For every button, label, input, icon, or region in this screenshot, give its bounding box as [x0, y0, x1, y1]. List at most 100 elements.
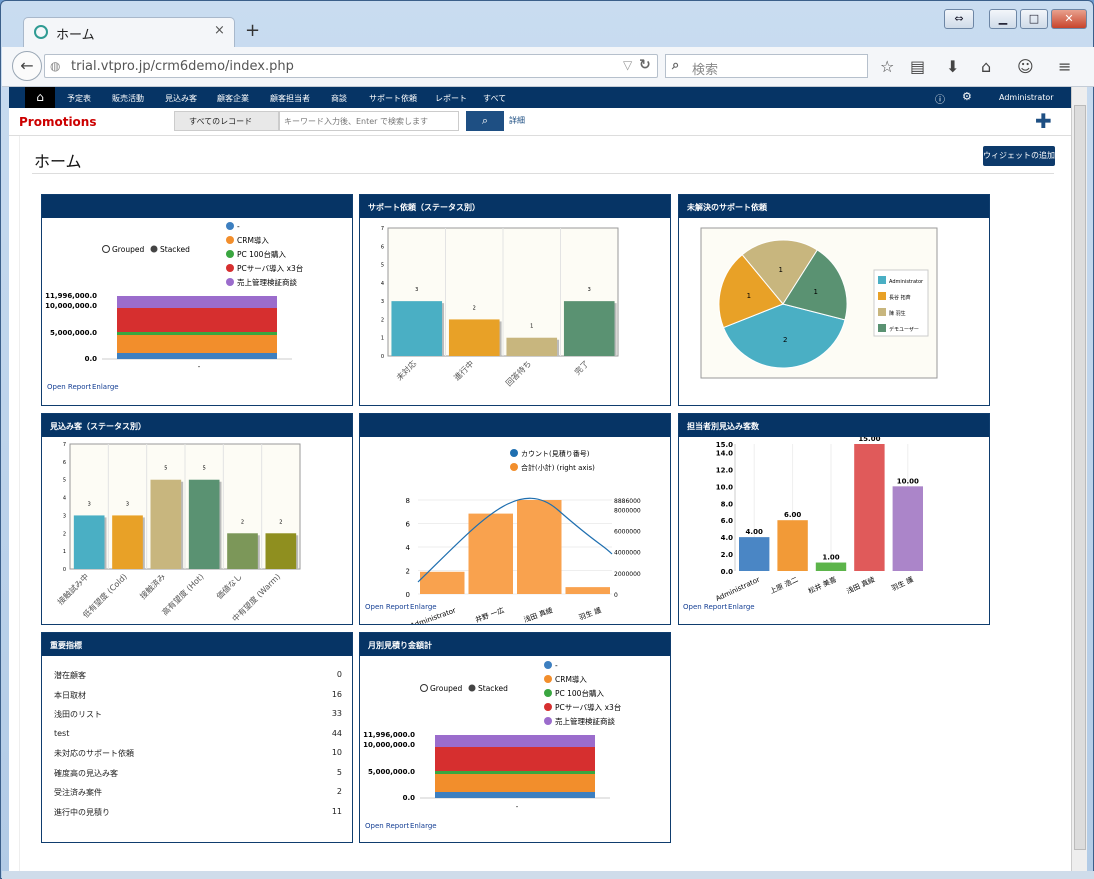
kpi-label[interactable]: 進行中の見積り — [54, 807, 110, 817]
legend-dot — [226, 264, 234, 272]
nav-item[interactable]: 顧客担当者 — [270, 94, 310, 103]
open-report-link[interactable]: Open Report — [365, 603, 410, 611]
open-report-link[interactable]: Open Report — [683, 603, 728, 611]
nav-item[interactable]: 見込み客 — [165, 94, 197, 103]
legend-dot — [226, 236, 234, 244]
legend-dot — [544, 661, 552, 669]
open-report-link[interactable]: Open Report — [47, 383, 92, 391]
info-icon[interactable]: ⓘ — [935, 95, 945, 106]
widget-title[interactable]: 未解決のサポート依頼 — [679, 195, 989, 218]
widget-title[interactable]: 見込み客（ステータス別） — [42, 414, 352, 437]
menu-icon[interactable]: ≡ — [1058, 57, 1072, 76]
y-tick: 1 — [63, 549, 66, 555]
home-icon[interactable]: ⌂ — [25, 87, 55, 108]
widget-title[interactable]: 担当者別見込み客数 — [679, 414, 989, 437]
back-arrow-icon[interactable]: ← — [12, 51, 42, 81]
bar-chart: 15.014.0 12.0 10.0 8.0 6.0 4.0 2.0 0.0 4.00 Admin… — [714, 435, 923, 603]
widget-title[interactable]: 重要指標 — [42, 633, 352, 656]
enlarge-link[interactable]: Enlarge — [410, 603, 437, 611]
kpi-row[interactable]: 潜在顧客 0 — [54, 670, 342, 681]
nav-item[interactable]: 販売活動 — [112, 94, 144, 103]
close-window-icon[interactable]: ✕ — [1051, 9, 1087, 29]
add-widget-button[interactable]: ウィジェットの追加 — [983, 146, 1055, 166]
y-tick: 0.0 — [721, 568, 734, 576]
x-tick: 完了 — [572, 358, 590, 376]
crm-logo[interactable]: Promotions CRM6 — [19, 115, 97, 149]
bar — [854, 444, 885, 571]
open-report-link[interactable]: Open Report — [365, 822, 410, 830]
gear-icon[interactable]: ⚙ — [962, 90, 972, 103]
kpi-label[interactable]: 浅田のリスト — [54, 710, 102, 719]
y-tick: 5 — [63, 478, 66, 484]
nav-item[interactable]: 予定表 — [67, 94, 91, 103]
record-scope-select[interactable]: すべてのレコード — [174, 111, 279, 131]
kpi-label[interactable]: test — [54, 728, 70, 738]
stacked-bar-chart: Grouped Stacked - CRM導入 PC 100台購入 PCサーバ導入 x… — [363, 661, 621, 811]
kpi-label[interactable]: 確度高の見込み客 — [54, 768, 118, 778]
kpi-label[interactable]: 本日取材 — [54, 690, 86, 700]
bar-label: 1.00 — [822, 554, 839, 562]
legend-label: 合計(小計) (right axis) — [521, 463, 595, 472]
download-icon[interactable]: ⬇ — [946, 57, 960, 76]
bar-label: 1 — [530, 324, 533, 330]
new-tab-button[interactable]: + — [245, 20, 261, 41]
kpi-row[interactable]: 浅田のリスト 33 — [54, 709, 342, 720]
vertical-scrollbar[interactable] — [1071, 87, 1087, 871]
nav-item[interactable]: 顧客企業 — [217, 94, 249, 103]
enlarge-link[interactable]: Enlarge — [728, 603, 755, 611]
smiley-icon[interactable]: ☺ — [1017, 57, 1034, 76]
advanced-search-link[interactable]: 詳細 — [509, 116, 525, 125]
close-tab-icon[interactable]: × — [214, 23, 225, 38]
y-tick: 15.0 — [716, 441, 733, 449]
kpi-row[interactable]: 進行中の見積り 11 — [54, 807, 342, 818]
home-icon[interactable]: ⌂ — [981, 57, 992, 76]
browser-search-input[interactable]: ⌕ 検索 — [665, 54, 868, 78]
restore-window-icon[interactable]: ⇔ — [944, 9, 974, 29]
legend-dot — [226, 250, 234, 258]
maximize-icon[interactable]: □ — [1020, 9, 1048, 29]
nav-item[interactable]: レポート — [435, 94, 467, 103]
search-button[interactable]: ⌕ — [466, 111, 504, 131]
enlarge-link[interactable]: Enlarge — [92, 383, 119, 391]
kpi-label[interactable]: 未対応のサポート依頼 — [54, 749, 134, 758]
widget-title[interactable] — [42, 195, 352, 218]
search-bar: Promotions CRM6 すべてのレコード キーワード入力後、Enter … — [9, 108, 1071, 149]
widget-title[interactable]: 月別見積り金額計 — [360, 633, 670, 656]
nav-item[interactable]: 商談 — [331, 94, 347, 103]
widget-title[interactable] — [360, 414, 670, 437]
svg-text:5,000,000.0: 5,000,000.0 — [50, 329, 97, 337]
y-tick: 2 — [406, 568, 410, 576]
y-tick: 6 — [406, 521, 411, 529]
user-menu[interactable]: Administrator — [999, 93, 1054, 102]
kpi-row[interactable]: 確度高の見込み客 5 — [54, 768, 342, 779]
nav-item[interactable]: すべて — [483, 94, 507, 103]
keyword-search-input[interactable]: キーワード入力後、Enter で検索します — [279, 111, 459, 131]
address-bar[interactable]: trial.vtpro.jp/crm6demo/index.php ◍ ▽ ↻ — [44, 54, 658, 78]
legend-dot — [544, 717, 552, 725]
bar-label: 3 — [415, 287, 418, 293]
minimize-icon[interactable]: ▁ — [989, 9, 1017, 29]
nav-item[interactable]: サポート依頼 — [369, 94, 417, 103]
reload-icon[interactable]: ↻ — [639, 57, 651, 73]
bar — [565, 587, 610, 594]
kpi-label[interactable]: 受注済み案件 — [54, 788, 102, 797]
widget-pipeline: Grouped Stacked - CRM導入 PC 100台購入 PCサーバ導入 x… — [41, 194, 353, 406]
kpi-row[interactable]: test 44 — [54, 729, 342, 738]
dropdown-icon[interactable]: ▽ — [623, 58, 633, 72]
combo-chart: カウント(見積り番号) 合計(小計) (right axis) 8 6 4 2 0 88860… — [406, 449, 641, 630]
widget-title[interactable]: サポート依頼（ステータス別） — [360, 195, 670, 218]
add-icon[interactable]: ✚ — [1035, 109, 1052, 133]
reading-list-icon[interactable]: ▤ — [910, 57, 926, 76]
web-page: ⌂ 予定表 販売活動 見込み客 顧客企業 顧客担当者 商談 サポート依頼 レポー… — [9, 87, 1071, 871]
kpi-label[interactable]: 潜在顧客 — [54, 671, 86, 680]
kpi-list: 潜在顧客 0 本日取材 16 浅田のリスト 33 test 44 未対応のサポート依頼 10 確度高… — [42, 656, 352, 843]
bookmark-star-icon[interactable]: ☆ — [880, 57, 895, 76]
browser-tab[interactable]: ホーム × — [23, 17, 235, 47]
stacked-bar-chart: Grouped Stacked - CRM導入 PC 100台購入 PCサーバ導入 x… — [45, 222, 303, 371]
kpi-row[interactable]: 本日取材 16 — [54, 690, 342, 701]
y-tick: 4.0 — [721, 534, 734, 542]
kpi-row[interactable]: 未対応のサポート依頼 10 — [54, 748, 342, 759]
legend-label: カウント(見積り番号) — [521, 449, 590, 458]
kpi-row[interactable]: 受注済み案件 2 — [54, 787, 342, 798]
enlarge-link[interactable]: Enlarge — [410, 822, 437, 830]
